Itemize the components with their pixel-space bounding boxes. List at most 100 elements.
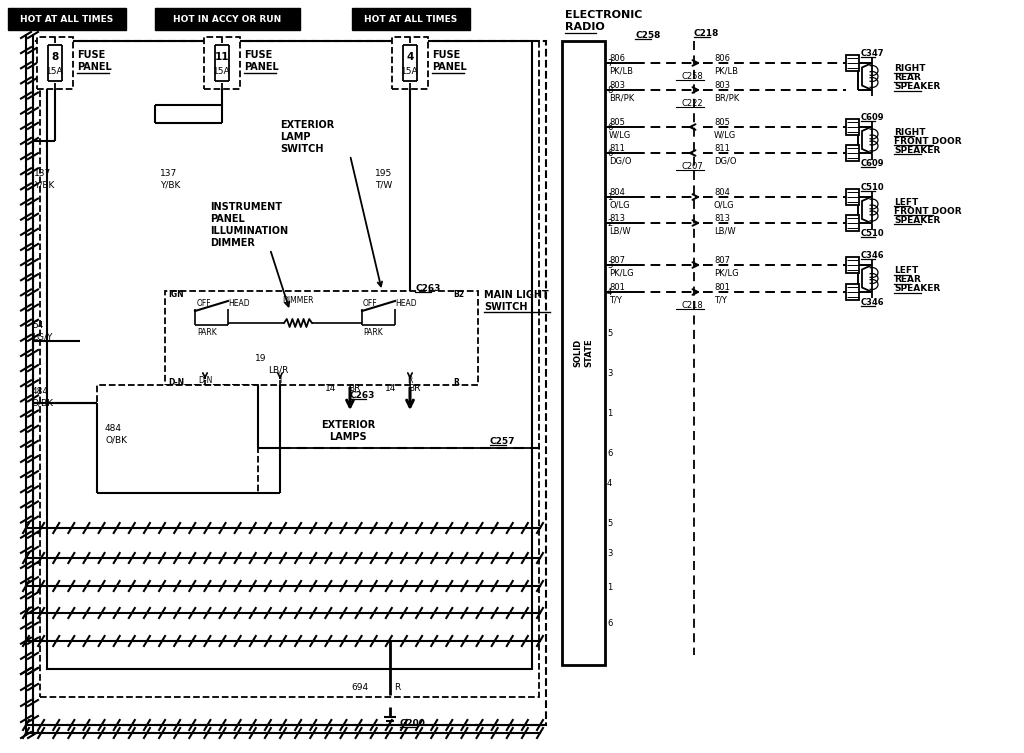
Text: 14: 14 (325, 383, 336, 392)
Text: 4: 4 (607, 478, 612, 487)
Text: C263: C263 (350, 391, 376, 400)
Text: BR: BR (348, 383, 360, 392)
Text: 2: 2 (607, 218, 612, 227)
Text: HOT AT ALL TIMES: HOT AT ALL TIMES (20, 14, 114, 23)
Text: HEAD: HEAD (228, 298, 250, 307)
Text: 3: 3 (607, 261, 612, 270)
Text: 3: 3 (607, 548, 612, 557)
Text: LEFT: LEFT (894, 266, 919, 275)
Bar (97, 385, 258, 493)
Text: 11: 11 (215, 52, 229, 62)
Text: SWITCH: SWITCH (280, 144, 324, 154)
Text: PK/LB: PK/LB (714, 66, 738, 75)
Bar (846, 145, 859, 161)
Text: 806: 806 (714, 53, 730, 62)
Text: FRONT DOOR: FRONT DOOR (894, 136, 962, 145)
Bar (846, 257, 859, 273)
Bar (40, 41, 539, 697)
Text: PARK: PARK (362, 328, 383, 337)
Text: PK/LB: PK/LB (609, 66, 633, 75)
Text: 694: 694 (351, 684, 368, 693)
Text: C263: C263 (415, 283, 440, 292)
Polygon shape (862, 265, 872, 292)
Text: C347: C347 (861, 48, 885, 57)
Polygon shape (862, 63, 872, 90)
Text: PANEL: PANEL (210, 214, 245, 224)
Text: PK/LG: PK/LG (609, 269, 634, 278)
Text: DIMMER: DIMMER (283, 295, 313, 304)
Text: 1: 1 (607, 193, 612, 202)
Text: 7: 7 (607, 59, 612, 68)
Text: R: R (394, 684, 400, 693)
Text: PANEL: PANEL (244, 62, 279, 72)
Text: LG/Y: LG/Y (32, 333, 52, 342)
Text: DIMMER: DIMMER (210, 238, 255, 248)
Text: INSTRUMENT: INSTRUMENT (210, 202, 282, 212)
Text: 5: 5 (607, 519, 612, 528)
Polygon shape (862, 197, 872, 224)
Text: RIGHT: RIGHT (894, 64, 926, 73)
Text: 4: 4 (407, 52, 414, 62)
Text: LAMP: LAMP (280, 132, 310, 142)
Text: O/LG: O/LG (714, 200, 734, 209)
Text: FUSE: FUSE (77, 50, 105, 60)
Text: 803: 803 (714, 81, 730, 90)
Text: LB/R: LB/R (268, 365, 289, 374)
Text: 15A: 15A (46, 66, 63, 75)
Bar (392, 37, 428, 89)
Text: T/Y: T/Y (714, 295, 727, 304)
Text: G200: G200 (400, 718, 426, 727)
Text: SOLID
STATE: SOLID STATE (573, 339, 593, 367)
Text: PANEL: PANEL (432, 62, 467, 72)
Text: I: I (279, 376, 282, 385)
Text: C346: C346 (861, 297, 885, 306)
Bar (165, 291, 478, 385)
Text: PANEL: PANEL (77, 62, 112, 72)
Text: 813: 813 (714, 214, 730, 222)
Text: SWITCH: SWITCH (484, 302, 527, 312)
Text: C222: C222 (681, 99, 702, 108)
Text: 14: 14 (385, 383, 396, 392)
Bar (846, 284, 859, 300)
Text: DG/O: DG/O (609, 157, 632, 166)
Text: T/W: T/W (375, 181, 392, 190)
Text: 801: 801 (714, 282, 730, 291)
Text: SPEAKER: SPEAKER (894, 284, 940, 293)
Text: 484: 484 (105, 423, 122, 432)
Text: C207: C207 (681, 161, 702, 170)
Text: 6: 6 (607, 449, 612, 458)
Text: 3: 3 (607, 368, 612, 377)
Text: C510: C510 (861, 182, 885, 191)
Text: 15A: 15A (401, 66, 419, 75)
Bar (204, 37, 240, 89)
Text: LB/W: LB/W (609, 227, 631, 236)
Text: D-N: D-N (168, 377, 184, 386)
Text: 801: 801 (609, 282, 625, 291)
Text: SPEAKER: SPEAKER (894, 82, 940, 91)
Text: EXTERIOR: EXTERIOR (280, 120, 334, 130)
Text: REAR: REAR (894, 73, 921, 82)
Text: 811: 811 (714, 144, 730, 153)
Text: 805: 805 (609, 117, 625, 127)
Text: OFF: OFF (362, 298, 378, 307)
Text: 8: 8 (607, 86, 612, 94)
Text: 19: 19 (255, 353, 266, 362)
Text: RIGHT: RIGHT (894, 127, 926, 136)
Text: Y/BK: Y/BK (34, 181, 54, 190)
Text: 807: 807 (714, 255, 730, 264)
Text: C346: C346 (861, 251, 885, 260)
Text: 1: 1 (607, 584, 612, 593)
Text: DG/O: DG/O (714, 157, 736, 166)
Text: C257: C257 (490, 437, 515, 446)
Text: C510: C510 (861, 228, 885, 237)
Text: Y/BK: Y/BK (160, 181, 180, 190)
Text: C258: C258 (635, 31, 660, 39)
Text: O/BK: O/BK (105, 435, 127, 444)
Text: BR/PK: BR/PK (609, 93, 634, 102)
Bar (846, 55, 859, 71)
Text: SPEAKER: SPEAKER (894, 215, 940, 224)
Text: FRONT DOOR: FRONT DOOR (894, 206, 962, 215)
Text: 803: 803 (609, 81, 625, 90)
Bar (846, 215, 859, 231)
Text: W/LG: W/LG (714, 130, 736, 139)
